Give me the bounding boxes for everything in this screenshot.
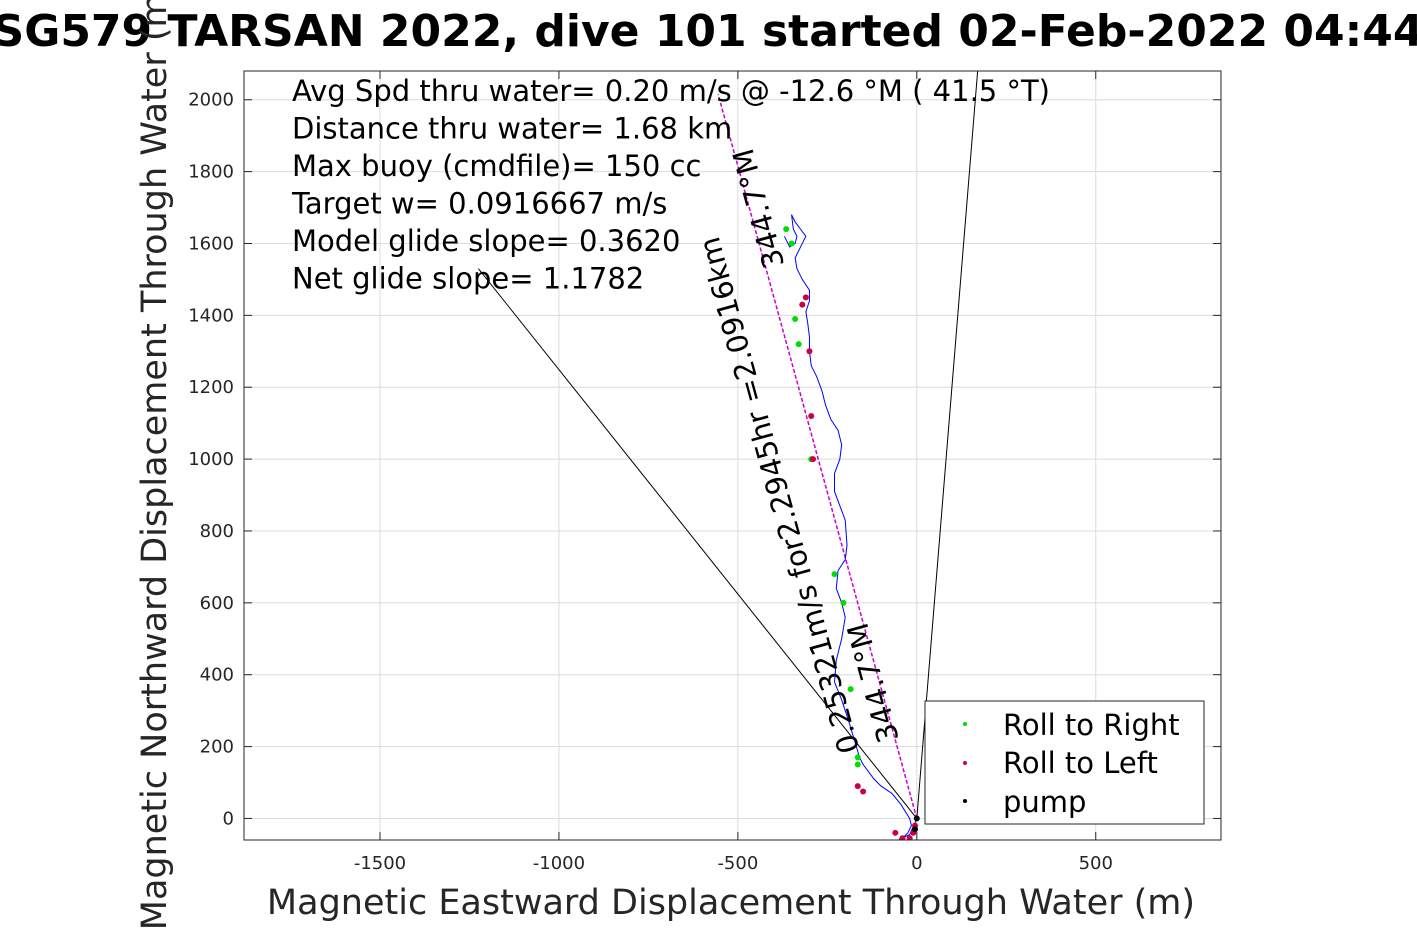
roll-to-left-point xyxy=(806,348,813,355)
roll-to-right-point xyxy=(792,315,799,322)
pump-point xyxy=(912,826,919,833)
y-tick-label: 1600 xyxy=(188,233,234,254)
x-tick-label: 500 xyxy=(1079,853,1113,874)
annotation-text: Model glide slope= 0.3620 xyxy=(292,224,680,258)
roll-to-left-point xyxy=(810,456,817,463)
y-tick-label: 600 xyxy=(200,593,234,614)
x-tick-label: -1000 xyxy=(533,853,585,874)
roll-to-right-point xyxy=(854,761,861,768)
roll-to-left-point xyxy=(808,412,815,419)
x-tick-label: 0 xyxy=(911,853,922,874)
y-tick-label: 1800 xyxy=(188,162,234,183)
pump-point xyxy=(913,815,920,822)
legend-marker-roll-left xyxy=(963,761,967,765)
chart-title: SG579 TARSAN 2022, dive 101 started 02-F… xyxy=(0,6,1417,57)
roll-to-right-point xyxy=(783,226,790,233)
annotation-text: Max buoy (cmdfile)= 150 cc xyxy=(292,149,701,183)
roll-to-left-point xyxy=(899,835,906,840)
axis-ticks: -1500 -1000 -500 0 500 0 200 400 600 800 1000 1200 1… xyxy=(188,71,1221,874)
grid xyxy=(244,71,1221,840)
roll-to-left-point xyxy=(892,829,899,836)
y-tick-label: 2000 xyxy=(188,90,234,111)
roll-to-right-point xyxy=(840,599,847,606)
x-tick-label: -1500 xyxy=(354,853,406,874)
legend: Roll to Right Roll to Left pump xyxy=(924,700,1205,825)
annotation-text: Net glide slope= 1.1782 xyxy=(292,262,644,296)
legend-box xyxy=(924,700,1205,825)
y-tick-label: 400 xyxy=(200,665,234,686)
legend-marker-roll-right xyxy=(963,722,967,726)
heading-line xyxy=(717,94,918,819)
bearing-line xyxy=(478,268,918,819)
y-tick-label: 200 xyxy=(200,737,234,758)
y-axis-label: Magnetic Northward Displacement Through … xyxy=(135,0,175,930)
roll-to-left-point xyxy=(906,835,913,840)
x-axis-label: Magnetic Eastward Displacement Through W… xyxy=(267,883,1195,923)
roll-to-right-point xyxy=(831,571,838,578)
plot-layer xyxy=(478,71,979,840)
roll-to-left-point xyxy=(802,294,809,301)
y-tick-label: 0 xyxy=(223,808,234,829)
x-tick-label: -500 xyxy=(717,853,758,874)
roll-to-right-point xyxy=(788,240,795,247)
annotation-text: Avg Spd thru water= 0.20 m/s @ -12.6 °M … xyxy=(292,74,1050,108)
roll-to-left-point xyxy=(799,301,806,308)
legend-label-roll-left: Roll to Left xyxy=(1003,746,1158,780)
roll-to-right-point xyxy=(847,686,854,693)
legend-marker-pump xyxy=(963,799,967,803)
y-tick-label: 1400 xyxy=(188,305,234,326)
y-tick-label: 800 xyxy=(200,521,234,542)
annotation-text: Target w= 0.0916667 m/s xyxy=(291,187,667,221)
roll-to-left-point xyxy=(860,788,867,795)
y-tick-label: 1000 xyxy=(188,449,234,470)
roll-to-left-point xyxy=(854,783,861,790)
legend-label-pump: pump xyxy=(1003,785,1086,819)
roll-to-right-point xyxy=(854,754,861,761)
dive-track xyxy=(783,214,918,840)
y-tick-label: 1200 xyxy=(188,377,234,398)
annotation-text: Distance thru water= 1.68 km xyxy=(292,112,732,146)
plot-frame xyxy=(243,70,1222,841)
roll-to-right-point xyxy=(795,341,802,348)
bearing-line xyxy=(916,71,979,819)
legend-label-roll-right: Roll to Right xyxy=(1003,708,1180,742)
